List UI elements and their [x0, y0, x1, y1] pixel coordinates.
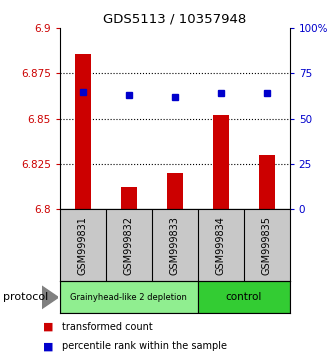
Text: Grainyhead-like 2 depletion: Grainyhead-like 2 depletion	[71, 293, 187, 302]
Bar	[259, 155, 275, 209]
Text: GSM999831: GSM999831	[78, 216, 88, 275]
Bar	[121, 187, 137, 209]
Text: ■: ■	[43, 341, 54, 351]
Text: protocol: protocol	[3, 292, 49, 302]
Polygon shape	[42, 286, 58, 309]
Bar	[198, 281, 290, 313]
Text: transformed count: transformed count	[62, 322, 153, 332]
Text: GSM999835: GSM999835	[262, 216, 272, 275]
Text: percentile rank within the sample: percentile rank within the sample	[62, 341, 226, 351]
Bar	[75, 53, 91, 209]
Bar	[167, 173, 183, 209]
Text: ■: ■	[43, 322, 54, 332]
Text: GSM999832: GSM999832	[124, 216, 134, 275]
Title: GDS5113 / 10357948: GDS5113 / 10357948	[103, 13, 246, 26]
Text: control: control	[225, 292, 262, 302]
Bar	[213, 115, 229, 209]
Bar	[60, 281, 198, 313]
Text: GSM999834: GSM999834	[216, 216, 226, 275]
Text: GSM999833: GSM999833	[170, 216, 180, 275]
